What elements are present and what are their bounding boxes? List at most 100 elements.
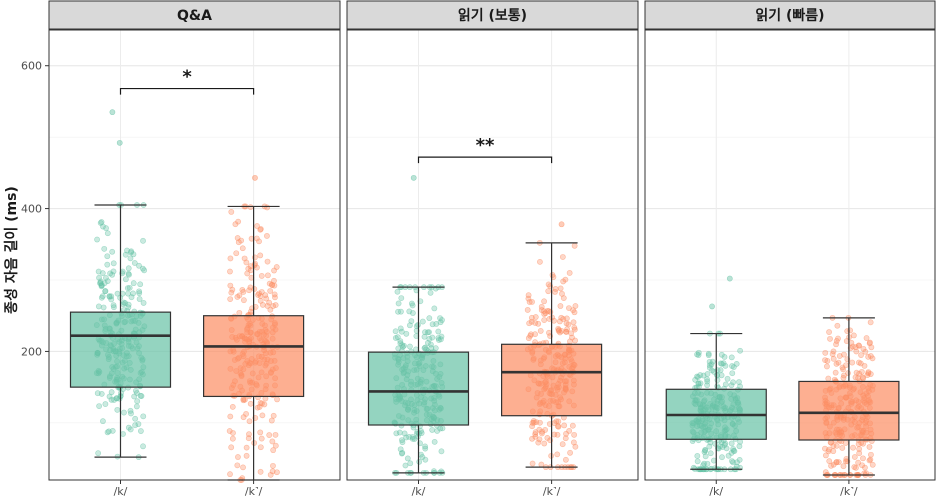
box-iqr (367, 351, 470, 426)
jitter-point (860, 455, 866, 462)
jitter-point (708, 361, 715, 368)
jitter-point (866, 340, 873, 347)
jitter-point (839, 445, 846, 451)
jitter-point (435, 328, 442, 335)
jitter-point (94, 390, 101, 397)
box-iqr (69, 311, 172, 388)
jitter-point (826, 329, 832, 335)
panel-border (346, 29, 639, 481)
jitter-point (94, 236, 100, 243)
jitter-point (525, 335, 532, 342)
jitter-point (853, 348, 860, 355)
jitter-point (138, 393, 145, 399)
jitter-point (121, 409, 127, 416)
jitter-point (863, 335, 870, 341)
jitter-point (861, 362, 868, 369)
jitter-point (439, 425, 446, 432)
jitter-point (419, 318, 426, 325)
jitter-point (729, 370, 736, 377)
jitter-point (269, 282, 276, 289)
jitter-point (251, 286, 258, 292)
jitter-point (826, 458, 833, 465)
jitter-point (541, 298, 547, 305)
jitter-point (559, 254, 566, 260)
jitter-point (102, 288, 109, 295)
jitter-point (240, 464, 246, 471)
jitter-point (432, 345, 439, 352)
facet-title: Q&A (177, 8, 212, 24)
jitter-point (730, 446, 737, 452)
jitter-point (567, 449, 573, 456)
jitter-point (234, 294, 241, 300)
jitter-point (438, 448, 445, 455)
facet-strip (644, 0, 936, 30)
outlier-point (726, 275, 733, 282)
jitter-point (701, 449, 708, 455)
jitter-point (569, 422, 576, 429)
jitter-point (232, 221, 239, 228)
jitter-point (227, 255, 234, 262)
jitter-point (230, 430, 236, 436)
jitter-point (103, 275, 109, 281)
jitter-point (104, 253, 111, 260)
jitter-point (132, 422, 139, 429)
jitter-point (822, 452, 829, 459)
y-tick-label: 200 (21, 345, 42, 358)
jitter-point (110, 304, 117, 311)
jitter-point (399, 439, 406, 446)
jitter-point (404, 455, 411, 462)
jitter-point (572, 443, 579, 450)
x-tick-label: /k˺/ (543, 485, 561, 496)
jitter-point (133, 390, 140, 396)
jitter-point (107, 270, 114, 277)
jitter-point (256, 290, 262, 297)
box-iqr (798, 380, 900, 441)
jitter-point (537, 258, 543, 265)
jitter-point (257, 468, 264, 475)
jitter-point (227, 471, 233, 478)
jitter-point (429, 427, 436, 433)
jitter-point (270, 303, 276, 309)
jitter-point (570, 319, 577, 326)
jitter-point (572, 303, 579, 309)
jitter-point (269, 438, 276, 445)
jitter-point (272, 431, 279, 438)
jitter-point (110, 268, 117, 275)
jitter-point (704, 376, 710, 383)
jitter-point (529, 460, 536, 467)
jitter-point (529, 423, 535, 430)
jitter-point (866, 444, 873, 450)
jitter-point (545, 288, 552, 295)
bracket-line (119, 87, 255, 95)
jitter-point (257, 429, 264, 436)
jitter-point (728, 440, 735, 447)
jitter-point (243, 411, 249, 417)
significance-label: * (182, 67, 192, 88)
jitter-point (395, 300, 402, 307)
jitter-point (539, 428, 545, 435)
jitter-point (566, 427, 573, 434)
box-group (203, 174, 305, 483)
jitter-point (422, 456, 429, 463)
jitter-point (395, 308, 401, 315)
jitter-point (234, 235, 241, 241)
jitter-point (719, 454, 725, 461)
jitter-point (728, 382, 735, 389)
jitter-point (409, 310, 416, 316)
box-group (367, 174, 470, 476)
jitter-point (859, 462, 865, 469)
jitter-point (826, 446, 832, 453)
jitter-point (867, 456, 874, 463)
jitter-point (95, 268, 102, 275)
jitter-point (267, 288, 274, 294)
jitter-point (709, 367, 715, 374)
jitter-point (429, 334, 436, 341)
jitter-point (427, 289, 434, 296)
jitter-point (127, 426, 134, 433)
jitter-point (136, 288, 142, 295)
jitter-point (229, 403, 236, 410)
jitter-point (270, 412, 277, 419)
jitter-point (240, 297, 247, 304)
jitter-point (561, 422, 568, 429)
